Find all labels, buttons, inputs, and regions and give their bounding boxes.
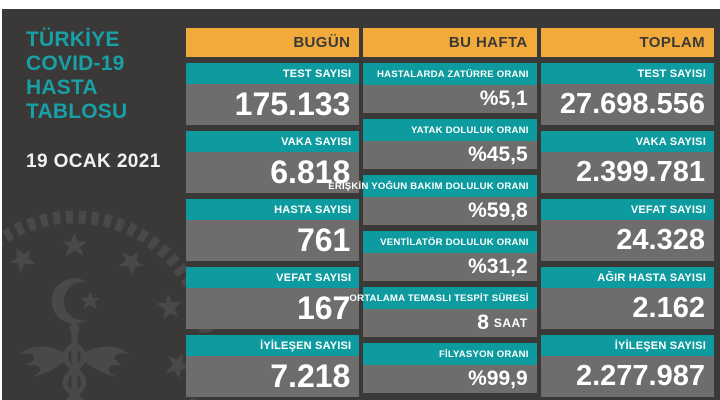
- stat-value: 2.162: [540, 288, 714, 329]
- stat-value: 167: [186, 288, 360, 329]
- stat-week-filiation-rate: FİLYASYON ORANI %99,9: [363, 343, 537, 393]
- stat-label: AĞIR HASTA SAYISI: [540, 267, 714, 288]
- stat-value: 761: [186, 220, 360, 261]
- stat-total-cases: VAKA SAYISI 2.399.781: [540, 131, 714, 193]
- stat-today-deaths: VEFAT SAYISI 167: [186, 267, 360, 329]
- stat-value: 175.133: [186, 84, 360, 125]
- stat-value: 8 SAAT: [363, 309, 537, 337]
- page-title-line-4: TABLOSU: [26, 100, 128, 123]
- report-date: 19 OCAK 2021: [26, 151, 161, 172]
- stat-value: 24.328: [540, 220, 714, 261]
- stat-today-recovered: İYİLEŞEN SAYISI 7.218: [186, 335, 360, 397]
- stat-total-test: TEST SAYISI 27.698.556: [540, 63, 714, 125]
- column-this-week: BU HAFTA HASTALARDA ZATÜRRE ORANI %5,1 Y…: [328, 9, 537, 400]
- stat-label: VAKA SAYISI: [186, 131, 360, 152]
- column-total: TOPLAM TEST SAYISI 27.698.556 VAKA SAYIS…: [540, 9, 714, 400]
- stat-today-cases: VAKA SAYISI 6.818: [186, 131, 360, 193]
- stat-label: HASTA SAYISI: [186, 199, 360, 220]
- stat-value: 27.698.556: [540, 84, 714, 125]
- page-title-line-1: TÜRKİYE: [26, 28, 120, 51]
- stat-label: TEST SAYISI: [540, 63, 714, 84]
- sidebar: TÜRKİYE COVID-19 HASTA TABLOSU 19 OCAK 2…: [2, 9, 186, 400]
- column-total-header: TOPLAM: [540, 28, 714, 57]
- stat-today-patients: HASTA SAYISI 761: [186, 199, 360, 261]
- page-title-line-3: HASTA: [26, 76, 98, 99]
- board-background: TÜRKİYE COVID-19 HASTA TABLOSU 19 OCAK 2…: [2, 9, 720, 400]
- stat-value: 2.277.987: [540, 356, 714, 397]
- stat-total-recovered: İYİLEŞEN SAYISI 2.277.987: [540, 335, 714, 397]
- stat-value: %5,1: [363, 85, 537, 113]
- stat-label: ORTALAMA TEMASLI TESPİT SÜRESİ: [349, 287, 537, 309]
- stat-week-pneumonia-rate: HASTALARDA ZATÜRRE ORANI %5,1: [363, 63, 537, 113]
- stat-label: İYİLEŞEN SAYISI: [186, 335, 360, 356]
- stat-label: VEFAT SAYISI: [540, 199, 714, 220]
- stat-total-deaths: VEFAT SAYISI 24.328: [540, 199, 714, 261]
- stat-value: %31,2: [363, 253, 537, 281]
- stat-value: 6.818: [186, 152, 360, 193]
- stat-value: 7.218: [186, 356, 360, 397]
- stat-value: %45,5: [363, 141, 537, 169]
- stat-week-bed-occupancy: YATAK DOLULUK ORANI %45,5: [363, 119, 537, 169]
- stat-today-test: TEST SAYISI 175.133: [186, 63, 360, 125]
- page-title-line-2: COVID-19: [26, 52, 125, 75]
- stat-label: TEST SAYISI: [186, 63, 360, 84]
- stat-label: FİLYASYON ORANI: [363, 343, 537, 365]
- stat-label: ERİŞKİN YOĞUN BAKIM DOLULUK ORANI: [328, 175, 537, 197]
- stat-label: YATAK DOLULUK ORANI: [363, 119, 537, 141]
- stat-label: İYİLEŞEN SAYISI: [540, 335, 714, 356]
- stat-label: VEFAT SAYISI: [186, 267, 360, 288]
- stat-columns: BUGÜN TEST SAYISI 175.133 VAKA SAYISI 6.…: [186, 9, 714, 400]
- stat-value: %99,9: [363, 365, 537, 393]
- column-today-header: BUGÜN: [186, 28, 360, 57]
- stat-value-number: 8: [477, 311, 489, 334]
- stat-label: VENTİLATÖR DOLULUK ORANI: [363, 231, 537, 253]
- stat-value: %59,8: [363, 197, 537, 225]
- stat-value-unit: SAAT: [493, 316, 528, 330]
- stat-week-ventilator-occupancy: VENTİLATÖR DOLULUK ORANI %31,2: [363, 231, 537, 281]
- stat-total-severe-patients: AĞIR HASTA SAYISI 2.162: [540, 267, 714, 329]
- stat-week-icu-occupancy: ERİŞKİN YOĞUN BAKIM DOLULUK ORANI %59,8: [328, 175, 537, 225]
- stat-label: VAKA SAYISI: [540, 131, 714, 152]
- column-this-week-header: BU HAFTA: [363, 28, 537, 57]
- stat-week-contact-tracing-time: ORTALAMA TEMASLI TESPİT SÜRESİ 8 SAAT: [349, 287, 537, 337]
- stat-label: HASTALARDA ZATÜRRE ORANI: [363, 63, 537, 85]
- column-today: BUGÜN TEST SAYISI 175.133 VAKA SAYISI 6.…: [186, 9, 360, 400]
- stat-value: 2.399.781: [540, 152, 714, 193]
